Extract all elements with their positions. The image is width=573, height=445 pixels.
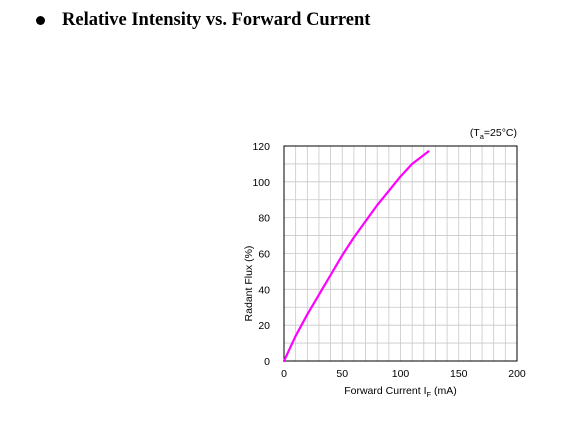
- section-heading: Relative Intensity vs. Forward Current: [36, 6, 370, 34]
- series-line: [282, 150, 430, 363]
- y-tick-label: 60: [258, 249, 270, 261]
- x-tick-label: 0: [281, 368, 287, 380]
- x-tick-label: 150: [450, 368, 468, 380]
- y-tick-label: 80: [258, 213, 270, 225]
- x-tick-label: 50: [336, 368, 348, 380]
- condition-annotation: (Ta=25°C): [470, 127, 517, 141]
- x-tick-label: 200: [508, 368, 526, 380]
- x-tick-label: 100: [392, 368, 410, 380]
- x-axis-label: Forward Current IF (mA): [344, 385, 457, 399]
- y-tick-label: 100: [252, 177, 270, 189]
- chart-grid: [284, 146, 517, 361]
- y-tick-label: 20: [258, 320, 270, 332]
- tick-labels: 0 50 100 150 200 0 20 40 60 80 100 120: [252, 141, 525, 380]
- y-axis-label: Radant Flux (%): [243, 246, 255, 322]
- plot-frame: [283, 145, 518, 362]
- section-heading-text: Relative Intensity vs. Forward Current: [62, 9, 371, 30]
- y-tick-label: 0: [264, 356, 270, 368]
- y-tick-label: 120: [252, 141, 270, 153]
- bullet-icon: [36, 15, 45, 25]
- y-tick-label: 40: [258, 284, 270, 296]
